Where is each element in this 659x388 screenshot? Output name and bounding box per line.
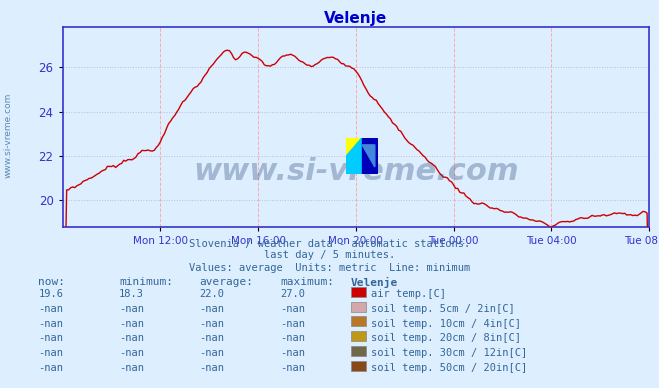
Text: www.si-vreme.com: www.si-vreme.com [193, 156, 519, 185]
Text: -nan: -nan [200, 363, 225, 373]
Text: Velenje: Velenje [351, 277, 399, 288]
Polygon shape [347, 137, 362, 156]
Text: average:: average: [200, 277, 254, 288]
Polygon shape [362, 145, 375, 167]
Text: soil temp. 5cm / 2in[C]: soil temp. 5cm / 2in[C] [371, 304, 515, 314]
Text: -nan: -nan [119, 304, 144, 314]
Text: -nan: -nan [280, 363, 305, 373]
Text: soil temp. 20cm / 8in[C]: soil temp. 20cm / 8in[C] [371, 333, 521, 343]
Text: now:: now: [38, 277, 65, 288]
Text: -nan: -nan [200, 348, 225, 358]
Text: -nan: -nan [200, 333, 225, 343]
Text: Slovenia / weather data - automatic stations.: Slovenia / weather data - automatic stat… [189, 239, 470, 249]
Text: -nan: -nan [280, 304, 305, 314]
Text: -nan: -nan [280, 319, 305, 329]
Text: -nan: -nan [280, 333, 305, 343]
Text: -nan: -nan [38, 333, 63, 343]
Polygon shape [347, 156, 362, 174]
Text: -nan: -nan [119, 319, 144, 329]
Text: soil temp. 50cm / 20in[C]: soil temp. 50cm / 20in[C] [371, 363, 527, 373]
Text: 18.3: 18.3 [119, 289, 144, 299]
Polygon shape [347, 137, 362, 156]
Text: Values: average  Units: metric  Line: minimum: Values: average Units: metric Line: mini… [189, 263, 470, 273]
Text: -nan: -nan [38, 348, 63, 358]
Text: -nan: -nan [119, 333, 144, 343]
Text: 22.0: 22.0 [200, 289, 225, 299]
Text: 19.6: 19.6 [38, 289, 63, 299]
Text: air temp.[C]: air temp.[C] [371, 289, 446, 299]
Text: -nan: -nan [119, 363, 144, 373]
Text: www.si-vreme.com: www.si-vreme.com [3, 93, 13, 178]
Text: maximum:: maximum: [280, 277, 334, 288]
Text: -nan: -nan [200, 304, 225, 314]
Text: last day / 5 minutes.: last day / 5 minutes. [264, 250, 395, 260]
Text: -nan: -nan [119, 348, 144, 358]
Text: -nan: -nan [280, 348, 305, 358]
Bar [362, 137, 378, 174]
Text: 27.0: 27.0 [280, 289, 305, 299]
Text: soil temp. 30cm / 12in[C]: soil temp. 30cm / 12in[C] [371, 348, 527, 358]
Text: soil temp. 10cm / 4in[C]: soil temp. 10cm / 4in[C] [371, 319, 521, 329]
Text: -nan: -nan [200, 319, 225, 329]
Text: -nan: -nan [38, 304, 63, 314]
Text: -nan: -nan [38, 319, 63, 329]
Text: -nan: -nan [38, 363, 63, 373]
Text: minimum:: minimum: [119, 277, 173, 288]
Title: Velenje: Velenje [324, 11, 387, 26]
